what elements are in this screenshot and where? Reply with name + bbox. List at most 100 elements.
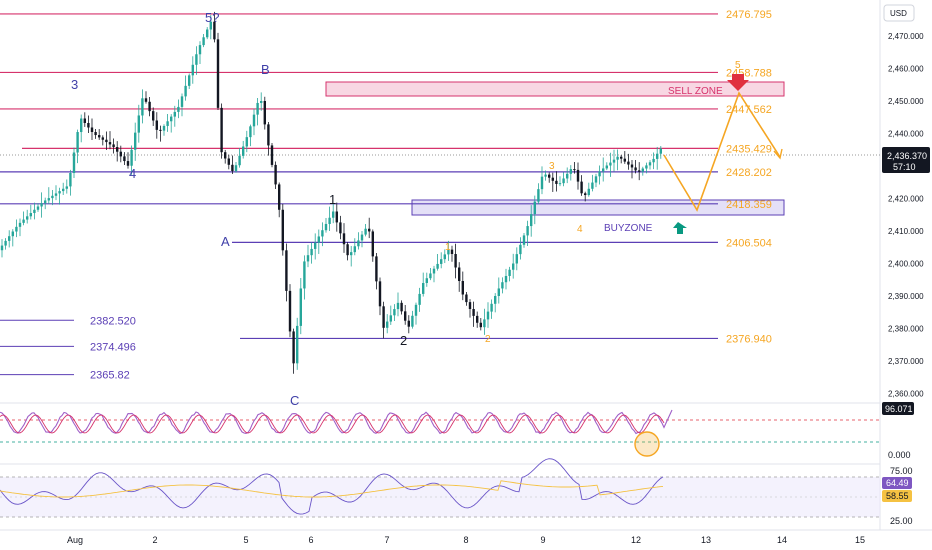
level-label: 2476.795 xyxy=(726,9,772,21)
candle-body xyxy=(551,177,554,181)
candle-body xyxy=(36,206,40,210)
time-tick-label: Aug xyxy=(67,535,83,545)
candle-body xyxy=(152,111,155,121)
candle-body xyxy=(609,162,612,166)
candle-body xyxy=(206,29,209,38)
candle-body xyxy=(576,169,580,182)
left-level-label: 2365.82 xyxy=(90,370,130,382)
stoch-zero-label: 0.000 xyxy=(888,450,911,460)
candle-body xyxy=(648,162,652,166)
candle-body xyxy=(594,176,598,183)
candle-body xyxy=(368,228,371,232)
candle-body xyxy=(483,319,486,328)
wave-label-5q: 5? xyxy=(205,10,219,25)
candle-body xyxy=(371,231,374,257)
candle-body xyxy=(458,267,461,281)
stoch-d-line xyxy=(0,414,665,434)
candle-body xyxy=(285,250,288,291)
candle-body xyxy=(101,137,104,140)
candle-body xyxy=(652,158,655,163)
rsi-ma-line xyxy=(0,480,664,498)
candle-body xyxy=(530,214,533,227)
candle-body xyxy=(346,244,349,256)
candle-body xyxy=(339,222,342,234)
rsi-ma-value: 58.55 xyxy=(886,491,909,501)
time-tick-label: 7 xyxy=(384,535,389,545)
currency-label: USD xyxy=(890,9,907,18)
candle-body xyxy=(144,98,148,102)
candle-body xyxy=(256,102,259,115)
candle-body xyxy=(33,209,36,214)
currency-button[interactable] xyxy=(883,4,915,22)
minor-wave-4: 4 xyxy=(577,224,583,235)
time-axis[interactable]: Aug 2 5 6 7 8 9 12 13 14 15 xyxy=(67,535,865,545)
candle-body xyxy=(332,211,335,218)
time-tick-label: 12 xyxy=(631,535,641,545)
candle-body xyxy=(213,21,216,40)
candle-body xyxy=(155,120,158,130)
wave-label-c: C xyxy=(290,393,299,408)
minor-wave-5: 5 xyxy=(735,60,741,71)
candle-body xyxy=(357,240,360,247)
price-tick-label: 2,470.000 xyxy=(888,32,924,41)
candle-body xyxy=(562,178,565,184)
candles xyxy=(0,11,662,374)
candle-body xyxy=(454,254,457,268)
candle-body xyxy=(177,106,180,112)
level-label: 2418.359 xyxy=(726,199,772,211)
candle-body xyxy=(249,126,252,138)
candle-body xyxy=(134,132,137,150)
candle-body xyxy=(580,181,583,194)
candle-body xyxy=(537,189,540,202)
time-tick-label: 8 xyxy=(463,535,468,545)
candle-body xyxy=(119,151,122,157)
candle-body xyxy=(62,188,65,192)
candle-body xyxy=(490,303,493,312)
candle-body xyxy=(645,165,648,169)
candle-body xyxy=(274,164,277,185)
candle-body xyxy=(620,156,623,159)
sell-zone-box[interactable] xyxy=(325,81,785,97)
projection-path[interactable] xyxy=(663,91,781,212)
candle-body xyxy=(350,252,353,256)
price-tick-label: 2,420.000 xyxy=(888,195,924,204)
candle-body xyxy=(278,184,281,210)
candle-body xyxy=(634,167,637,171)
candle-body xyxy=(375,256,378,282)
candle-body xyxy=(411,315,414,327)
candle-body xyxy=(656,153,659,159)
candle-body xyxy=(184,85,187,97)
candle-body xyxy=(76,132,79,153)
candle-body xyxy=(29,213,32,217)
left-levels: 2382.520 2374.496 2365.82 xyxy=(0,315,136,382)
buy-zone-label: BUYZONE xyxy=(604,223,653,234)
candle-body xyxy=(364,228,367,235)
candle-body xyxy=(47,198,50,201)
candle-body xyxy=(238,155,241,166)
candle-body xyxy=(414,304,418,316)
candle-body xyxy=(105,139,108,143)
candle-body xyxy=(112,144,115,148)
candle-body xyxy=(558,183,562,185)
left-level-label: 2374.496 xyxy=(90,341,136,353)
candle-body xyxy=(90,127,94,132)
candle-body xyxy=(378,281,382,307)
candle-body xyxy=(382,306,385,328)
price-tick-label: 2,360.000 xyxy=(888,390,924,399)
candle-body xyxy=(587,188,590,196)
candle-body xyxy=(98,135,101,138)
last-price-value: 2,436.370 xyxy=(887,151,927,161)
candle-body xyxy=(270,145,274,165)
rsi-value-tag xyxy=(882,477,912,489)
time-tick-label: 13 xyxy=(701,535,711,545)
candle-body xyxy=(504,275,508,283)
candle-body xyxy=(252,114,256,127)
price-tick-label: 2,460.000 xyxy=(888,65,924,74)
projection-arrow-head xyxy=(773,148,783,160)
candle-body xyxy=(191,64,194,76)
candle-body xyxy=(393,309,396,316)
candle-body xyxy=(51,195,54,199)
wave-label-3: 3 xyxy=(71,77,78,92)
candle-body xyxy=(497,288,500,296)
